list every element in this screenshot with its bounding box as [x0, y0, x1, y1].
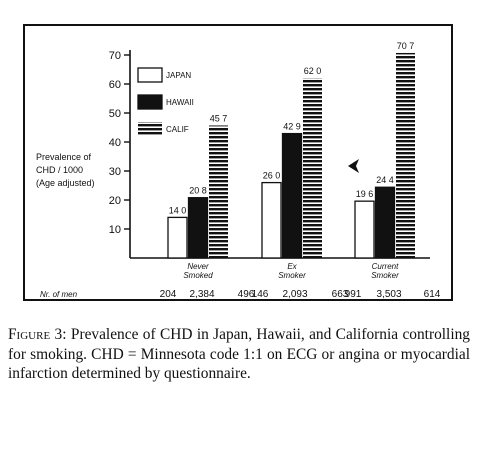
- y-tick-label: 70: [109, 50, 121, 62]
- category-label: Never: [187, 262, 209, 271]
- bar-japan: [167, 216, 188, 259]
- men-count: 2,093: [282, 289, 307, 300]
- data-label: 45 7: [210, 113, 228, 123]
- legend-label: JAPAN: [166, 71, 191, 80]
- y-tick-label: 60: [109, 79, 121, 91]
- category-label: Smoked: [183, 271, 213, 280]
- data-label: 70 7: [397, 41, 415, 51]
- legend-swatch-calif: [138, 122, 162, 136]
- bar-calif: [303, 78, 322, 258]
- y-tick-label: 10: [109, 224, 121, 236]
- bar-calif: [396, 52, 415, 258]
- legend-swatch-japan: [137, 67, 163, 83]
- category-label: Smoker: [278, 271, 306, 280]
- y-tick-label: 50: [109, 108, 121, 120]
- data-label: 20 8: [189, 186, 207, 196]
- data-label: 24 4: [376, 175, 394, 185]
- chart-frame: [23, 24, 453, 301]
- data-label: 26 0: [263, 171, 281, 181]
- bar-hawaii: [281, 132, 303, 259]
- men-count: 3,503: [376, 289, 401, 300]
- men-count: 204: [160, 289, 177, 300]
- data-label: 14 0: [169, 205, 187, 215]
- category-label: Ex: [287, 262, 297, 271]
- bar-hawaii: [187, 197, 209, 259]
- men-count: 496: [238, 289, 255, 300]
- figure-caption: Figure 3: Prevalence of CHD in Japan, Ha…: [8, 325, 470, 384]
- men-count: 2,384: [189, 289, 214, 300]
- data-label: 42 9: [283, 122, 301, 132]
- men-count: 614: [424, 289, 441, 300]
- bar-japan: [354, 200, 375, 259]
- men-count: 663: [332, 289, 349, 300]
- men-count: 146: [252, 289, 269, 300]
- legend-label: CALIF: [166, 125, 189, 134]
- category-label: Current: [372, 262, 399, 271]
- y-tick-label: 40: [109, 137, 121, 149]
- legend-label: HAWAII: [166, 98, 194, 107]
- data-label: 62 0: [304, 66, 322, 76]
- caption-text: Prevalence of CHD in Japan, Hawaii, and …: [8, 326, 470, 382]
- men-count-label: Nr. of men: [40, 290, 78, 299]
- men-count: 991: [345, 289, 362, 300]
- bar-hawaii: [374, 186, 396, 259]
- category-label: Smoker: [371, 271, 399, 280]
- y-tick-label: 20: [109, 195, 121, 207]
- y-axis-label-line: Prevalence of: [36, 152, 92, 162]
- legend-swatch-hawaii: [137, 94, 163, 110]
- y-axis-label-line: (Age adjusted): [36, 178, 95, 188]
- bar-japan: [261, 181, 282, 259]
- y-tick-label: 30: [109, 166, 121, 178]
- caption-lead: Figure 3:: [8, 326, 67, 343]
- chart: 10 20 30 40 50 60 70 Prevalence of CHD / 1000 (A…: [23, 24, 453, 301]
- arrow-marker-icon: [348, 159, 359, 173]
- y-axis-label-line: CHD / 1000: [36, 165, 83, 175]
- bar-calif: [209, 125, 228, 258]
- data-label: 19 6: [356, 189, 374, 199]
